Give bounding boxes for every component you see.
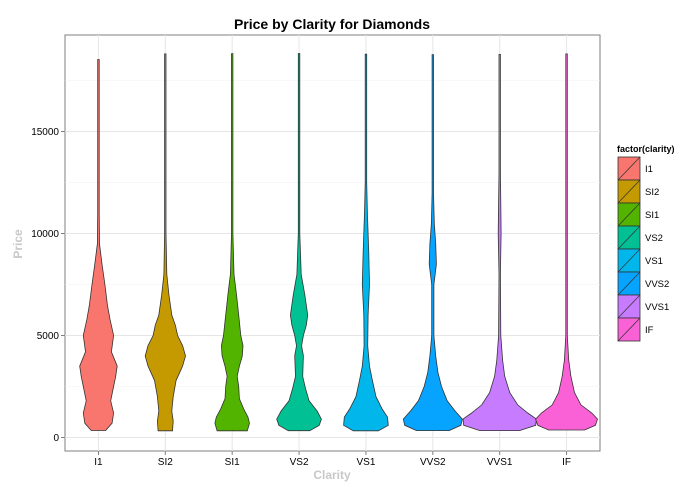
legend-key-slash xyxy=(617,225,641,250)
legend-label: VS1 xyxy=(645,256,663,267)
legend-label: SI2 xyxy=(645,187,659,198)
violin-vs1 xyxy=(343,53,389,432)
legend: factor(clarity) I1 SI2 SI1 VS2 VS1 VVS2 VVS1 IF xyxy=(617,144,675,342)
legend-label: I1 xyxy=(645,164,653,175)
legend-key-slash xyxy=(617,179,641,204)
violin-vs2 xyxy=(276,53,322,432)
legend-key-slash xyxy=(617,317,641,342)
violin-i1 xyxy=(79,59,118,431)
x-tick-label: VVS1 xyxy=(487,457,513,468)
x-tick-label: SI1 xyxy=(225,457,240,468)
y-tick-label: 10000 xyxy=(31,229,59,240)
x-tick-label: IF xyxy=(562,457,571,468)
y-axis-title: Price xyxy=(11,229,25,259)
x-tick-label: VVS2 xyxy=(420,457,446,468)
legend-key-slash xyxy=(617,202,641,227)
legend-label: VS2 xyxy=(645,233,663,244)
y-axis-ticks: 0 5000 10000 15000 xyxy=(31,127,65,444)
y-tick-label: 0 xyxy=(53,433,59,444)
legend-key-slash xyxy=(617,248,641,273)
x-tick-label: VS1 xyxy=(356,457,375,468)
y-tick-label: 15000 xyxy=(31,127,59,138)
chart-title: Price by Clarity for Diamonds xyxy=(234,16,430,32)
legend-label: IF xyxy=(645,325,654,336)
x-tick-label: SI2 xyxy=(158,457,173,468)
x-tick-label: VS2 xyxy=(290,457,309,468)
x-axis-ticks: I1 SI2 SI1 VS2 VS1 VVS2 VVS1 IF xyxy=(94,451,571,468)
legend-key-slash xyxy=(617,294,641,319)
legend-key-slash xyxy=(617,156,641,181)
violin-si1 xyxy=(214,53,250,432)
legend-label: VVS2 xyxy=(645,279,669,290)
plot-panel xyxy=(64,34,601,452)
violin-vvs2 xyxy=(402,54,463,431)
y-tick-label: 5000 xyxy=(37,331,60,342)
x-tick-label: I1 xyxy=(94,457,103,468)
violin-si2 xyxy=(144,53,186,432)
violins xyxy=(79,53,598,432)
legend-key-slash xyxy=(617,271,641,296)
violin-vvs1 xyxy=(462,54,537,431)
legend-label: SI1 xyxy=(645,210,659,221)
legend-label: VVS1 xyxy=(645,302,669,313)
legend-title: factor(clarity) xyxy=(617,144,675,154)
x-axis-title: Clarity xyxy=(313,468,351,482)
violin-if xyxy=(535,53,598,431)
